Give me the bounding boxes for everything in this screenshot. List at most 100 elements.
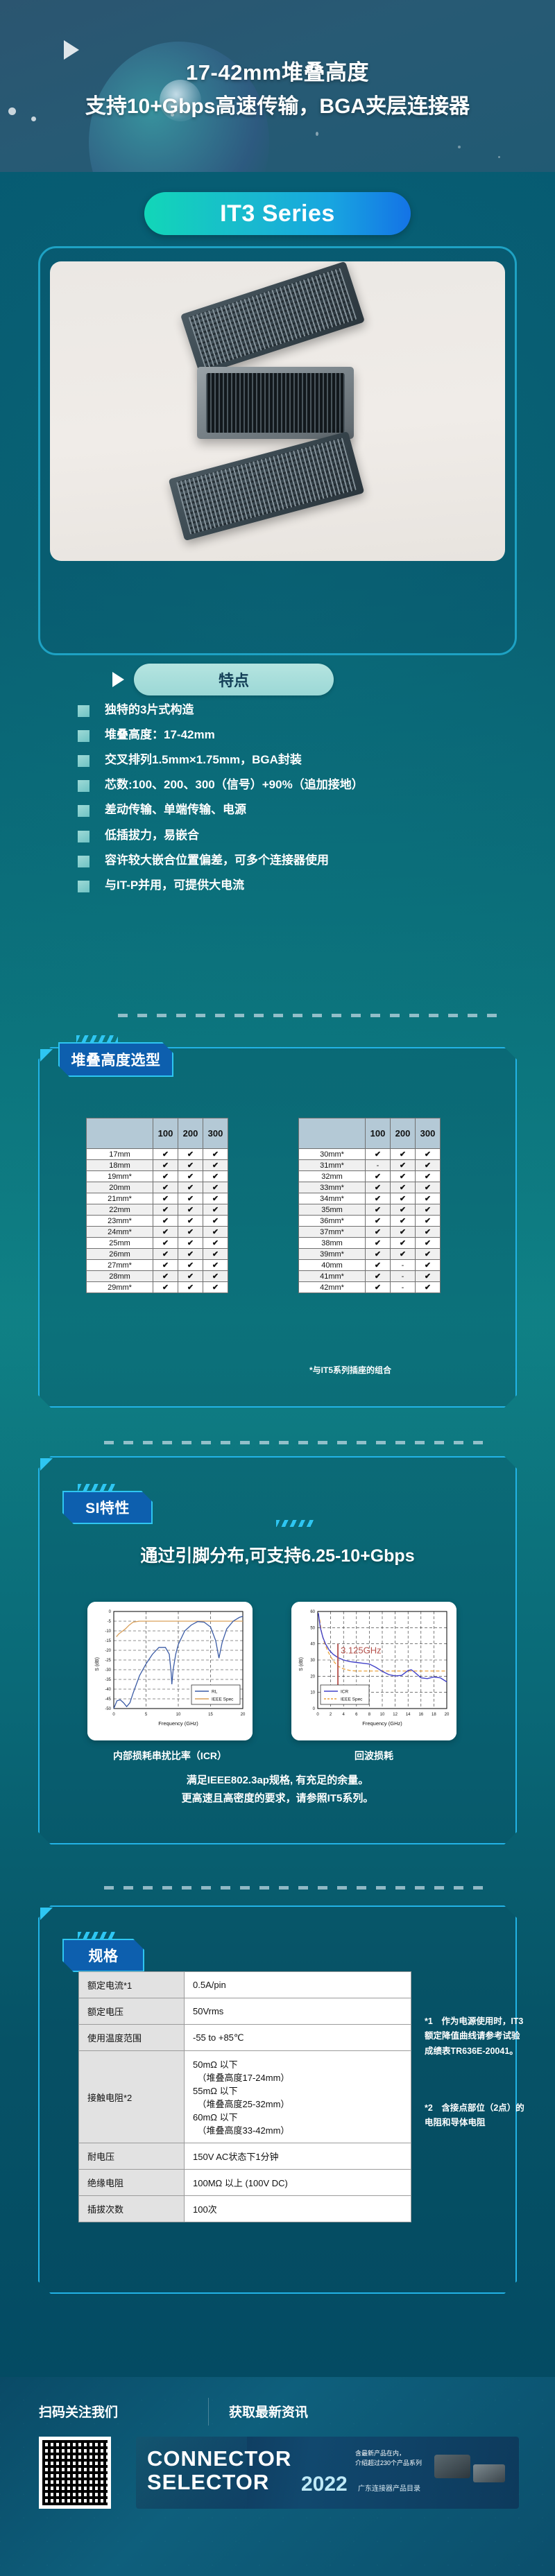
svg-text:-50: -50 [105,1707,111,1711]
table-row: 19mm* ✔ ✔ ✔ [86,1170,228,1182]
check-icon: ✔ [390,1148,416,1160]
row-label: 39mm* [298,1248,366,1260]
spec-row: 额定电压 50Vrms [78,1998,411,2025]
check-icon: ✔ [415,1215,441,1227]
bullet-square-icon [78,705,89,717]
catalog-banner[interactable]: CONNECTOR SELECTOR 2022 广东连接器产品目录 含最新产品在… [136,2437,519,2509]
footer-divider [208,2398,209,2426]
check-icon: ✔ [203,1237,228,1249]
table-row: 32mm ✔ ✔ ✔ [298,1170,441,1182]
table-header-300: 300 [203,1118,228,1149]
dash-cell: - [365,1159,391,1171]
svg-text:3.125GHz: 3.125GHz [341,1645,382,1656]
play-triangle-icon [64,40,79,60]
decorative-speck [8,107,16,115]
hero-subtitle: 支持10+Gbps高速传输，BGA夹层连接器 [85,95,470,118]
banner-connector-image-2 [473,2464,505,2482]
check-icon: ✔ [203,1270,228,1282]
spec-key: 额定电压 [78,1998,185,2025]
connector-receptacle-image [197,367,354,439]
banner-note-line1: 含最新产品在内， [355,2450,406,2457]
check-icon: ✔ [178,1281,203,1293]
svg-text:0: 0 [112,1713,115,1717]
spec-value: 100MΩ 以上 (100V DC) [184,2169,411,2196]
check-icon: ✔ [203,1259,228,1271]
svg-text:-40: -40 [105,1688,111,1692]
check-icon: ✔ [203,1204,228,1216]
svg-text:2: 2 [330,1713,332,1717]
row-label: 26mm [86,1248,153,1260]
table-row: 21mm* ✔ ✔ ✔ [86,1193,228,1204]
spec-note-2: *2 含接点部位（2点）的电阻和导体电阻 [425,2103,524,2128]
check-icon: ✔ [365,1148,391,1160]
check-icon: ✔ [390,1159,416,1171]
hatch-accent-icon [78,1484,117,1491]
spec-key: 耐电压 [78,2143,185,2170]
banner-title-line1: CONNECTOR [147,2446,292,2471]
rl-ylabel: S (dB) [95,1657,100,1671]
check-icon: ✔ [153,1259,178,1271]
si-title-badge: SI特性 [62,1491,153,1524]
list-item: 芯数:100、200、300（信号）+90%（追加接地） [78,777,494,793]
table-row: 33mm* ✔ ✔ ✔ [298,1182,441,1193]
qr-code[interactable] [39,2437,111,2509]
svg-text:0: 0 [313,1707,316,1711]
svg-text:60: 60 [310,1610,315,1614]
svg-text:15: 15 [208,1713,213,1717]
corner-accent-icon [40,1908,53,1920]
table-row: 20mm ✔ ✔ ✔ [86,1182,228,1193]
check-icon: ✔ [415,1148,441,1160]
check-icon: ✔ [153,1148,178,1160]
check-icon: ✔ [203,1281,228,1293]
si-note-line2: 更高速且高密度的要求，请参照IT5系列。 [181,1792,374,1804]
table-row: 41mm* ✔ - ✔ [298,1270,441,1282]
table-row: 30mm* ✔ ✔ ✔ [298,1148,441,1160]
stack-height-title: 堆叠高度选型 [71,1053,161,1069]
specifications-table: 额定电流*1 0.5A/pin 额定电压 50Vrms 使用温度范围 -55 to +85… [78,1971,411,2222]
svg-text:Frequency (GHz): Frequency (GHz) [362,1720,402,1727]
svg-text:IEEE Spec: IEEE Spec [341,1697,363,1702]
check-icon: ✔ [365,1270,391,1282]
list-item: 差动传输、单端传输、电源 [78,802,494,818]
check-icon: ✔ [178,1226,203,1238]
row-label: 18mm [86,1159,153,1171]
return-loss-chart: 0 5 10 15 20 -50 -45 -40 -35 -30 -25 -20 -15 -10 -5 0 F… [87,1602,253,1740]
spec-key: 绝缘电阻 [78,2169,185,2196]
check-icon: ✔ [153,1270,178,1282]
table-row: 34mm* ✔ ✔ ✔ [298,1193,441,1204]
decorative-speck [316,132,318,136]
row-label: 21mm* [86,1193,153,1204]
svg-text:20: 20 [310,1675,315,1679]
check-icon: ✔ [365,1248,391,1260]
series-badge-label: IT3 Series [220,200,335,227]
svg-text:14: 14 [406,1713,411,1717]
spec-value: -55 to +85℃ [184,2024,411,2051]
svg-text:-35: -35 [105,1678,111,1682]
table-header-100: 100 [365,1118,391,1149]
row-label: 31mm* [298,1159,366,1171]
features-pill: 特点 [134,664,334,695]
row-label: 19mm* [86,1170,153,1182]
icr-chart: 0 2 4 6 8 10 12 14 16 18 20 0 10 20 30 40 50 60 3.125GHz … [291,1602,456,1740]
check-icon: ✔ [415,1182,441,1193]
spec-value: 100次 [184,2195,411,2222]
check-icon: ✔ [203,1148,228,1160]
svg-text:20: 20 [445,1713,450,1717]
row-label: 41mm* [298,1270,366,1282]
spec-row: 绝缘电阻 100MΩ 以上 (100V DC) [78,2169,411,2196]
banner-title-line2: SELECTOR [147,2470,270,2494]
stack-table-footnote: *与IT5系列插座的组合 [309,1365,392,1375]
row-label: 38mm [298,1237,366,1249]
table-header-200: 200 [390,1118,416,1149]
si-headline: 通过引脚分布,可支持6.25-10+Gbps [140,1546,415,1566]
check-icon: ✔ [178,1270,203,1282]
row-label: 34mm* [298,1193,366,1204]
stack-height-table-left: 100 200 300 17mm ✔ ✔ ✔ 18mm ✔ ✔ ✔ 19mm* ✔ ✔ ✔ 20mm ✔ ✔… [86,1118,228,1293]
hatch-accent-icon [78,1932,117,1939]
check-icon: ✔ [178,1248,203,1260]
check-icon: ✔ [153,1193,178,1204]
check-icon: ✔ [153,1215,178,1227]
check-icon: ✔ [178,1193,203,1204]
check-icon: ✔ [365,1215,391,1227]
svg-text:10: 10 [380,1713,385,1717]
